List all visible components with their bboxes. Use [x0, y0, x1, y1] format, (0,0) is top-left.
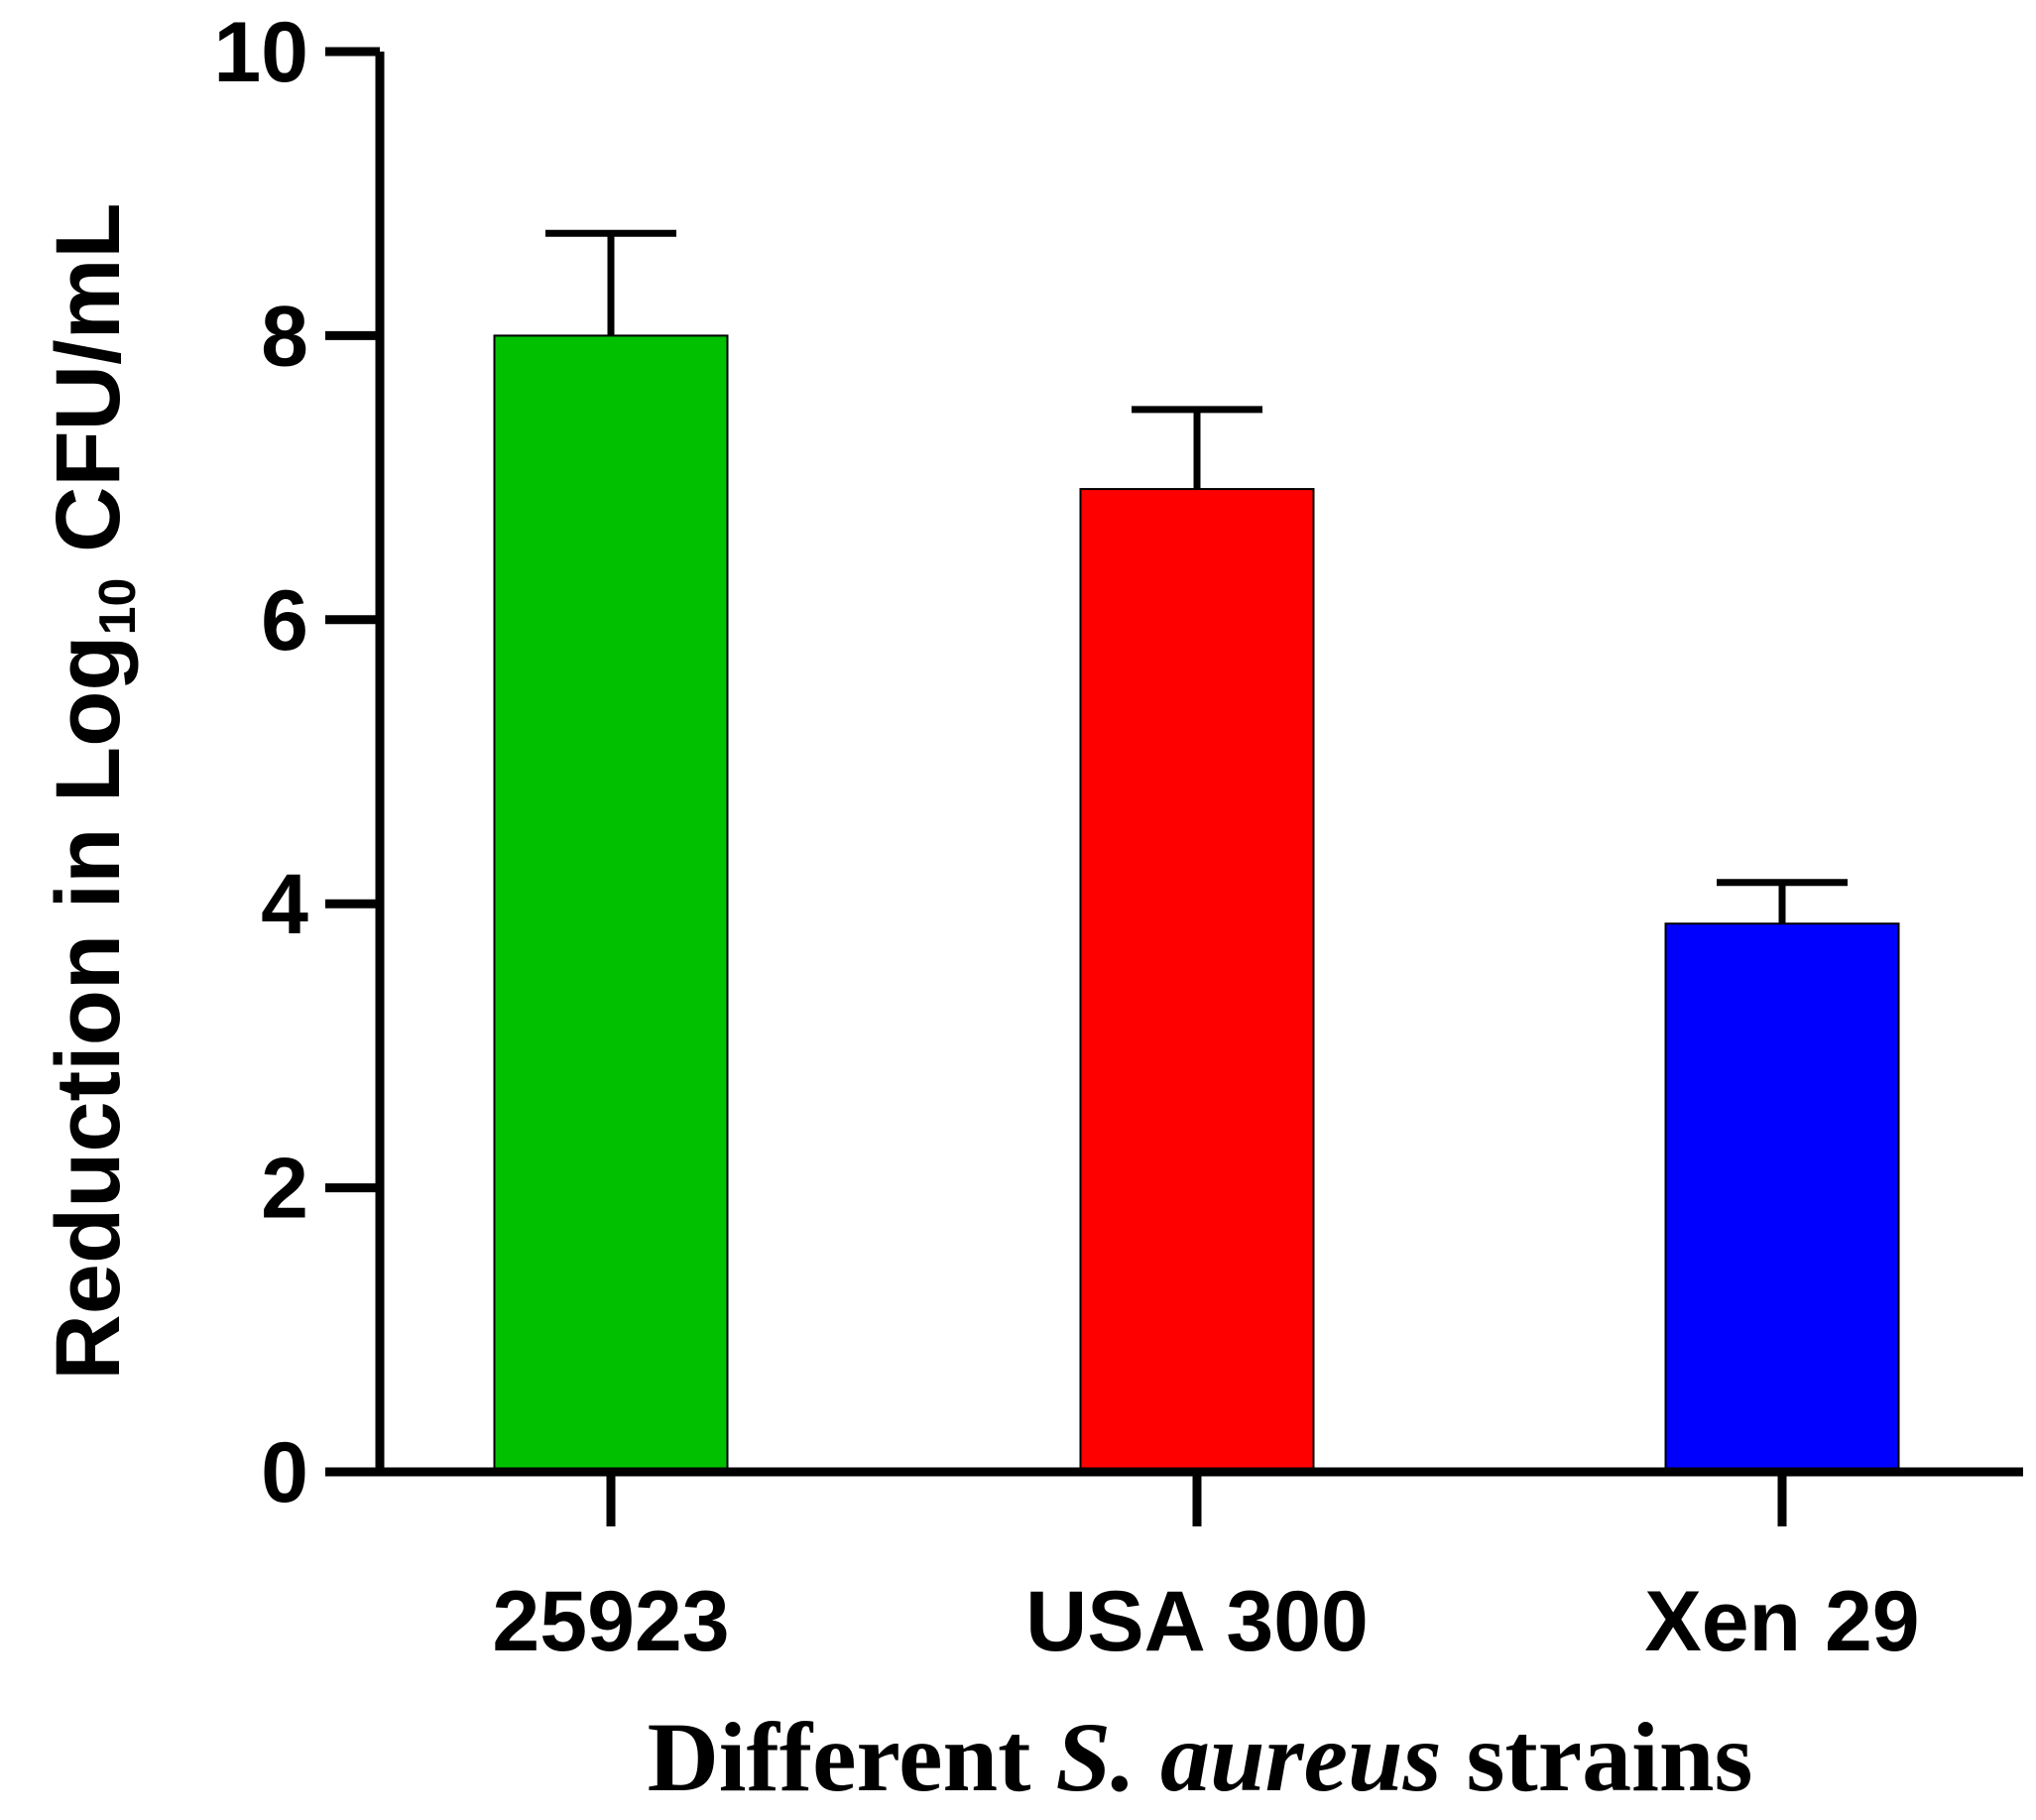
bar-3	[1664, 922, 1900, 1473]
y-axis-label-unit: CFU/mL	[38, 202, 139, 577]
x-tick-label-1: 25923	[492, 1574, 729, 1669]
x-ticks-layer: 25923 USA 300 Xen 29	[492, 1472, 1920, 1669]
error-bars-layer	[545, 229, 1848, 924]
y-tick-label-6: 6	[261, 573, 308, 668]
y-tick-label-8: 8	[261, 289, 308, 384]
x-axis-label-pre: Different	[648, 1702, 1056, 1812]
y-tick-label-0: 0	[261, 1425, 308, 1520]
x-tick-label-2: USA 300	[1025, 1574, 1369, 1669]
x-axis-label: Different S. aureus strains	[648, 1702, 1753, 1812]
x-axis-label-post: strains	[1442, 1702, 1753, 1812]
y-axis-label: Reduction in Log10 CFU/mL	[38, 202, 147, 1380]
y-tick-label-4: 4	[261, 857, 308, 952]
y-tick-label-2: 2	[261, 1142, 308, 1237]
bars-layer	[493, 334, 1900, 1473]
bar-2	[1079, 488, 1315, 1473]
y-tick-label-10: 10	[213, 5, 308, 100]
x-tick-label-3: Xen 29	[1644, 1574, 1919, 1669]
y-ticks-layer: 0 2 4 6 8 10	[213, 5, 380, 1520]
y-axis-label-subscript: 10	[89, 578, 147, 636]
x-axis-label-species: S. aureus	[1055, 1702, 1441, 1812]
y-axis-label-main: Reduction in Log	[38, 635, 139, 1380]
bar-1	[493, 334, 729, 1473]
